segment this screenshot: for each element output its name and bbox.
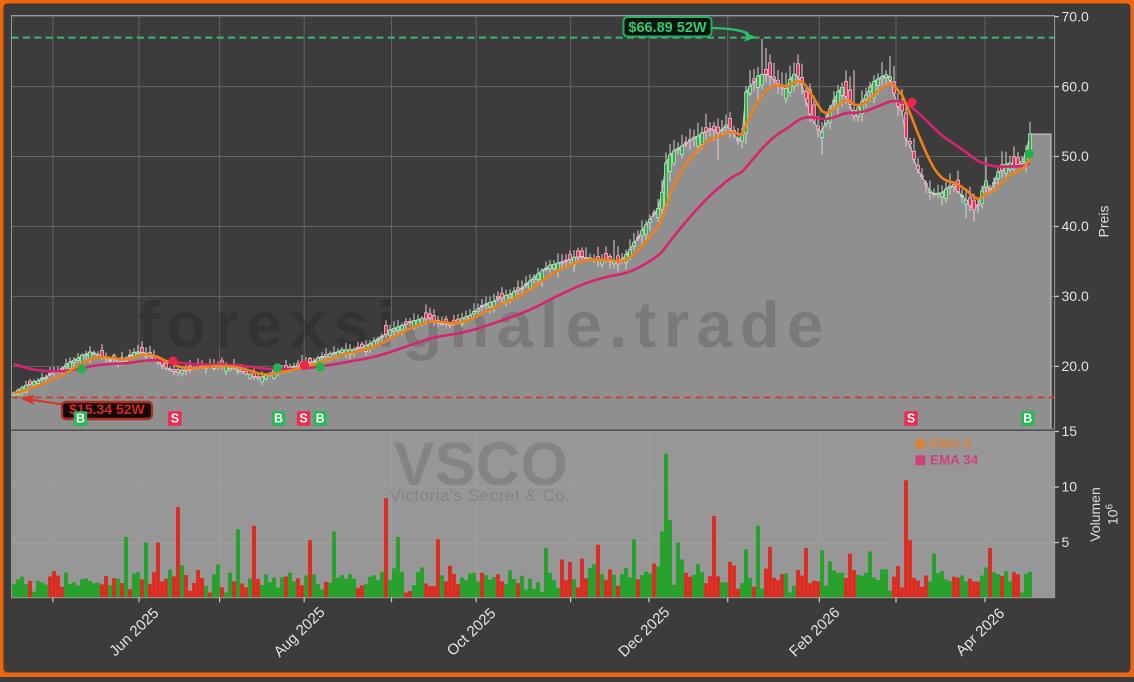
svg-text:forexsignale.trade: forexsignale.trade xyxy=(137,288,830,361)
svg-text:10: 10 xyxy=(1062,479,1078,495)
svg-text:B: B xyxy=(76,412,85,426)
svg-text:Volumen: Volumen xyxy=(1087,487,1103,541)
svg-text:EMA 8: EMA 8 xyxy=(930,436,971,451)
svg-text:40.0: 40.0 xyxy=(1062,218,1089,234)
svg-text:70.0: 70.0 xyxy=(1062,8,1089,24)
svg-text:S: S xyxy=(907,412,915,426)
svg-text:Victoria's Secret & Co.: Victoria's Secret & Co. xyxy=(390,486,571,505)
svg-text:B: B xyxy=(316,412,325,426)
svg-text:B: B xyxy=(1023,412,1032,426)
svg-text:15: 15 xyxy=(1062,423,1078,439)
svg-text:30.0: 30.0 xyxy=(1062,288,1089,304)
svg-text:5: 5 xyxy=(1062,534,1070,550)
svg-text:S: S xyxy=(299,412,307,426)
svg-text:20.0: 20.0 xyxy=(1062,358,1089,374)
svg-text:Preis: Preis xyxy=(1096,206,1112,238)
svg-text:B: B xyxy=(274,412,283,426)
svg-text:60.0: 60.0 xyxy=(1062,78,1089,94)
svg-text:$15.34 52W: $15.34 52W xyxy=(69,401,145,417)
svg-text:S: S xyxy=(171,412,179,426)
svg-text:VSCO: VSCO xyxy=(394,430,569,498)
svg-text:EMA 34: EMA 34 xyxy=(930,452,979,467)
svg-text:50.0: 50.0 xyxy=(1062,148,1089,164)
svg-text:$66.89 52W: $66.89 52W xyxy=(628,20,707,36)
